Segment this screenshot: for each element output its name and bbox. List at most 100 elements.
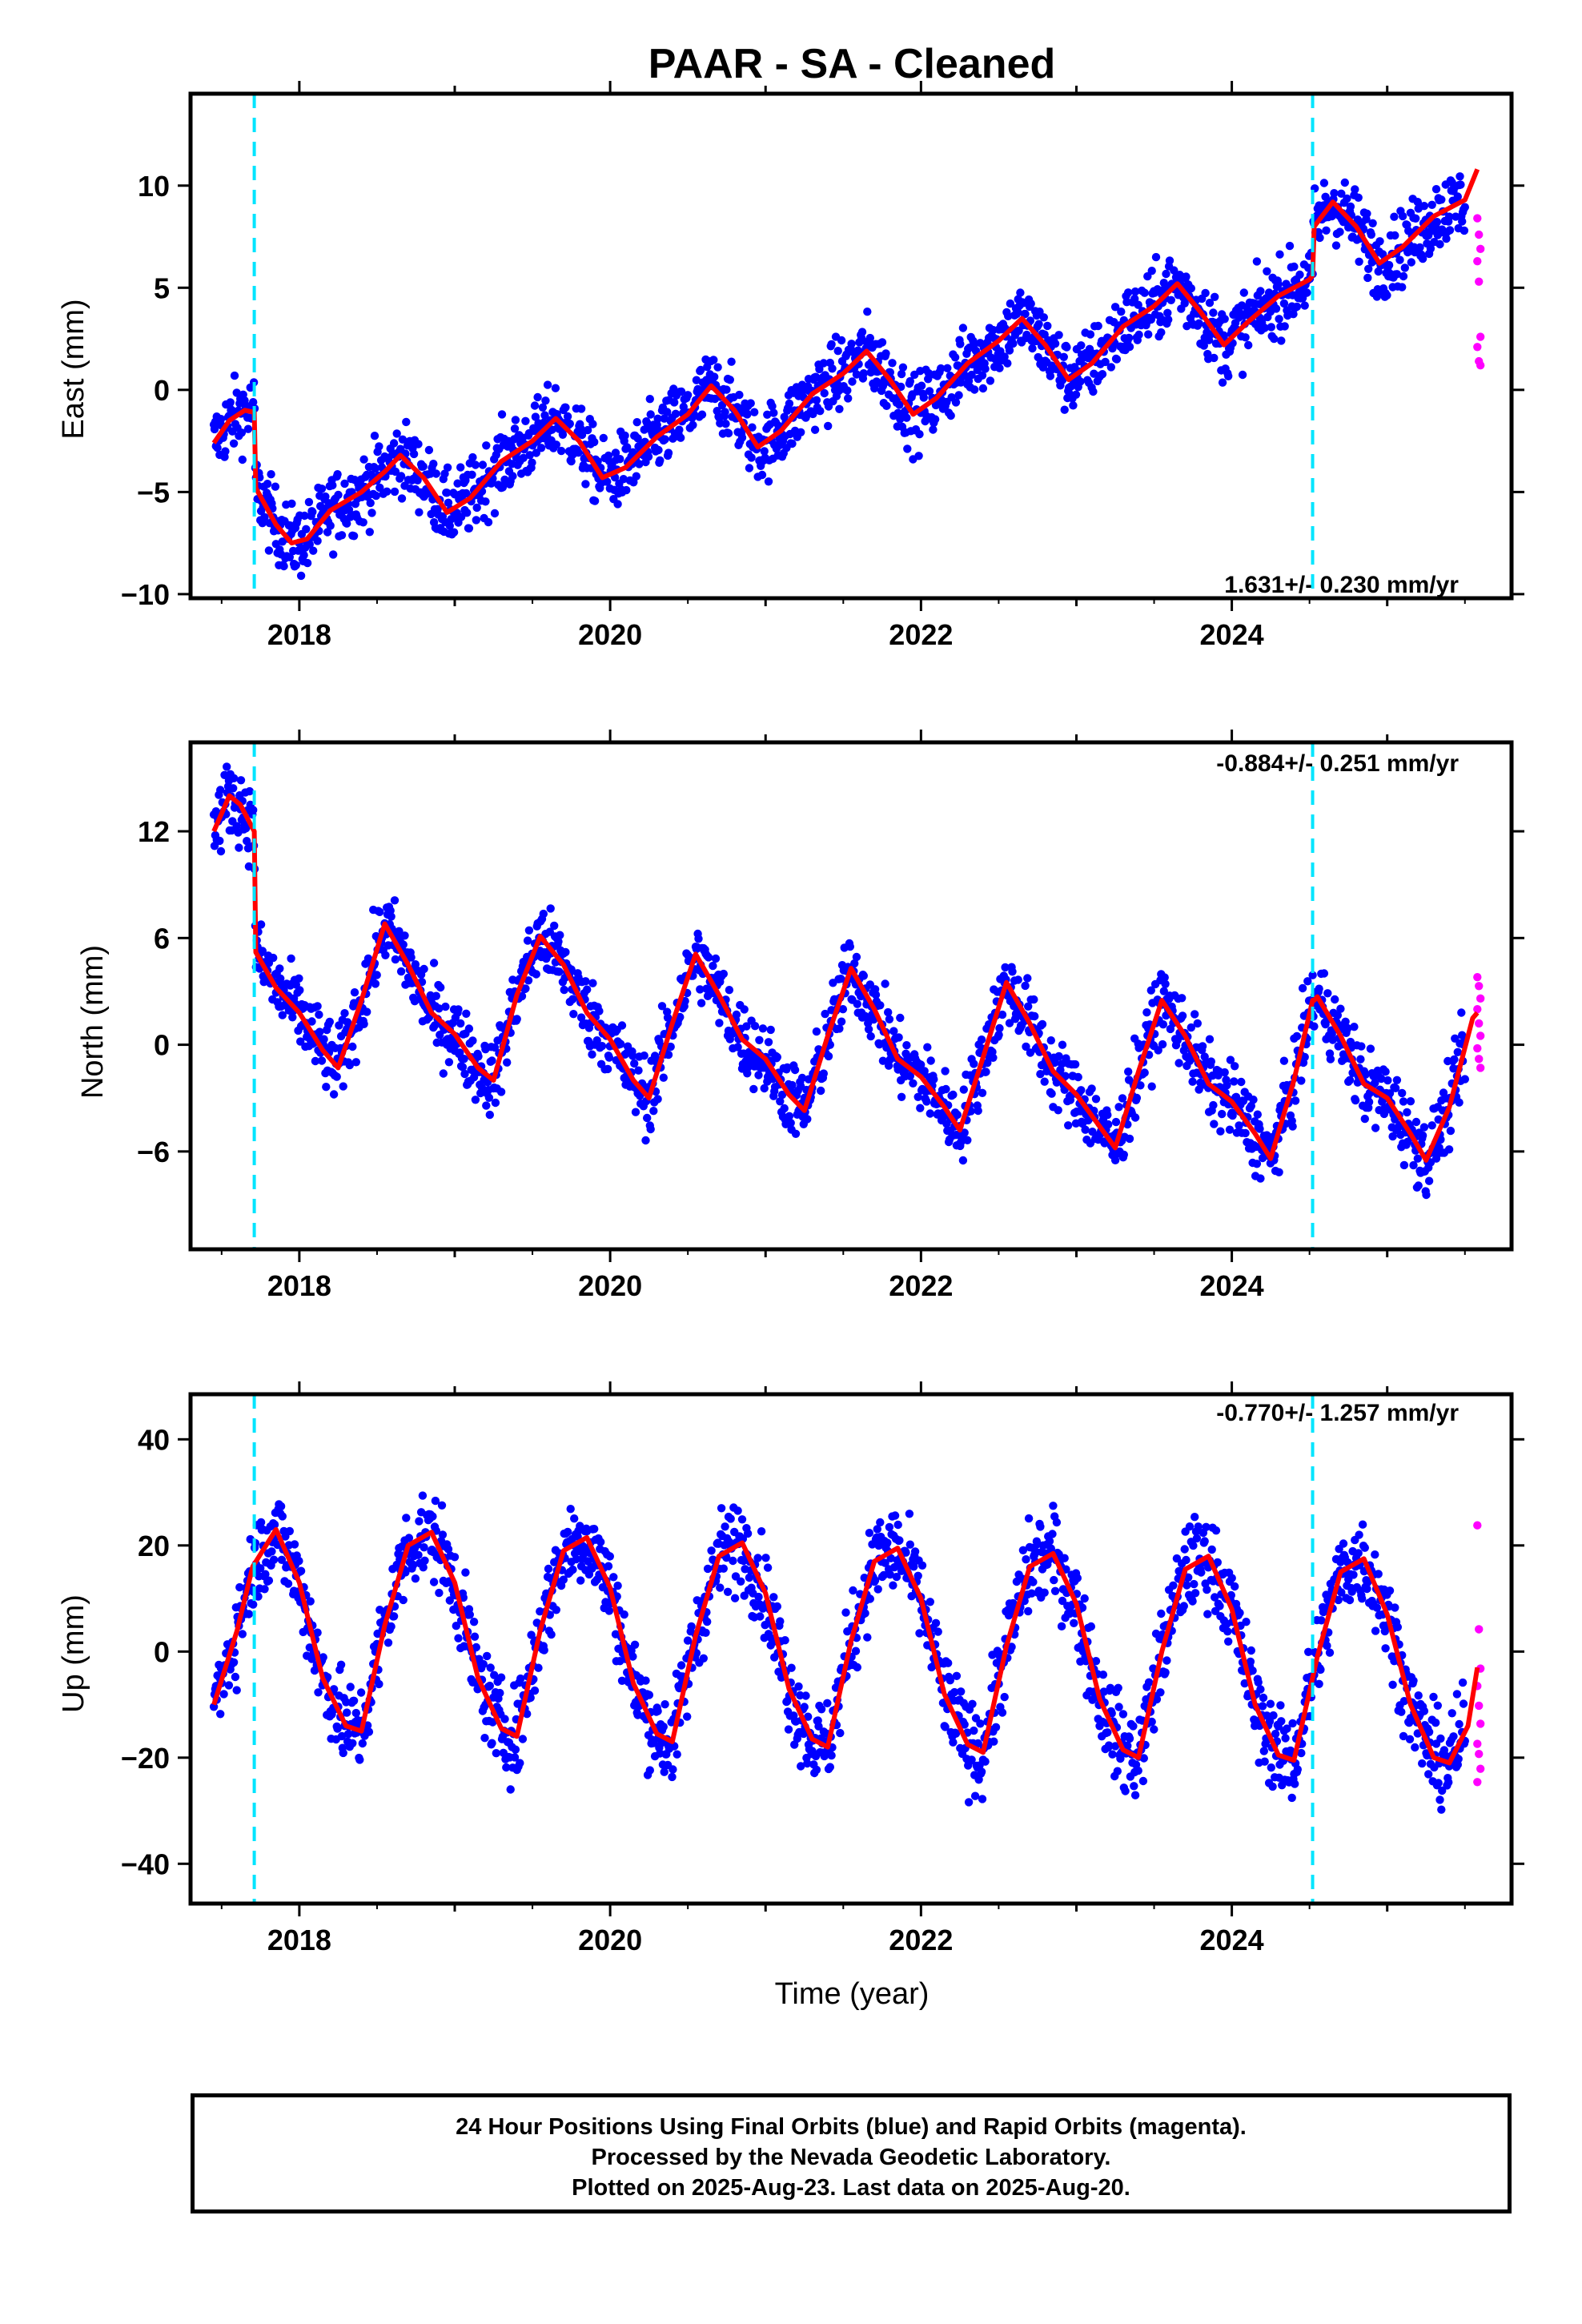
final-point [216,415,226,424]
final-point [1210,1120,1219,1128]
final-point [1182,272,1191,281]
final-point [367,470,375,479]
final-point [669,384,678,393]
final-point [845,942,855,951]
final-point [905,376,915,386]
final-point [1182,1581,1191,1590]
final-point [1129,1722,1138,1731]
final-point [1371,1124,1380,1132]
final-point [683,1712,692,1721]
final-point [865,1594,875,1603]
final-point [970,1059,978,1068]
final-point [877,338,887,347]
final-point [261,1570,270,1578]
final-point [692,376,701,384]
final-point [604,1562,613,1570]
final-point [1432,218,1442,227]
final-point [949,1090,958,1100]
final-point [737,433,747,442]
final-point [958,324,968,332]
final-point [1399,1097,1408,1106]
final-point [926,1056,935,1065]
final-point [333,470,342,479]
final-point [1062,343,1071,352]
final-point [1398,211,1407,221]
final-point [350,988,359,997]
final-point [721,408,729,416]
final-point [836,1728,845,1738]
final-point [620,1610,628,1619]
north-x-tick-label: 2024 [1200,1269,1264,1302]
final-point [745,1573,754,1582]
final-point [894,1033,903,1042]
east-rapid-point [1473,214,1482,223]
final-point [483,1651,492,1661]
final-point [903,444,912,453]
final-point [561,947,570,957]
final-point [866,1031,875,1041]
final-point [1108,1750,1117,1759]
final-point [456,1019,465,1028]
final-point [372,971,381,979]
final-point [351,1058,360,1067]
final-point [716,1583,725,1592]
final-point [1119,1150,1129,1160]
final-point [1237,1077,1246,1087]
final-point [321,492,330,501]
final-point [604,1053,614,1062]
final-point [429,460,438,468]
final-point [790,1065,800,1075]
final-point [1244,340,1253,350]
final-point [536,444,546,452]
final-point [764,1038,773,1047]
final-point [803,1115,812,1124]
final-point [1182,1555,1191,1565]
final-point [1125,342,1134,352]
final-point [946,411,955,420]
final-point [1368,219,1377,227]
final-point [480,1734,489,1743]
final-point [1308,971,1317,979]
north-y-tick-label: 6 [154,922,170,955]
final-point [1218,1109,1227,1119]
final-point [727,357,736,366]
final-point [1385,1089,1395,1098]
final-point [590,497,600,505]
x-axis-label: Time (year) [775,1977,930,2011]
final-point [1256,1174,1265,1183]
final-point [1161,979,1170,989]
final-point [697,410,707,419]
final-point [1424,1176,1434,1185]
final-point [269,953,278,963]
final-point [1445,226,1455,235]
final-point [552,440,560,449]
final-point [814,1722,823,1731]
final-point [990,1737,998,1746]
final-point [1038,1019,1047,1029]
final-point [821,1009,829,1019]
final-point [1403,1108,1411,1117]
final-point [1049,1502,1058,1510]
final-point [375,907,384,917]
final-point [326,521,335,530]
final-point [260,513,269,521]
final-point [242,824,251,833]
final-point [1231,1062,1239,1071]
final-point [689,420,697,429]
final-point [478,460,488,469]
final-point [902,413,911,422]
final-point [995,1023,1004,1033]
final-point [611,448,620,457]
final-point [1178,1011,1187,1020]
final-point [588,1050,596,1059]
final-point [279,561,288,571]
east-rapid-point [1475,230,1484,239]
final-point [620,431,629,440]
final-point [235,843,243,852]
final-point [732,1010,741,1019]
final-point [976,1719,985,1728]
final-point [469,1618,479,1626]
final-point [238,1630,247,1638]
final-point [794,1682,803,1691]
final-point [1413,198,1423,207]
